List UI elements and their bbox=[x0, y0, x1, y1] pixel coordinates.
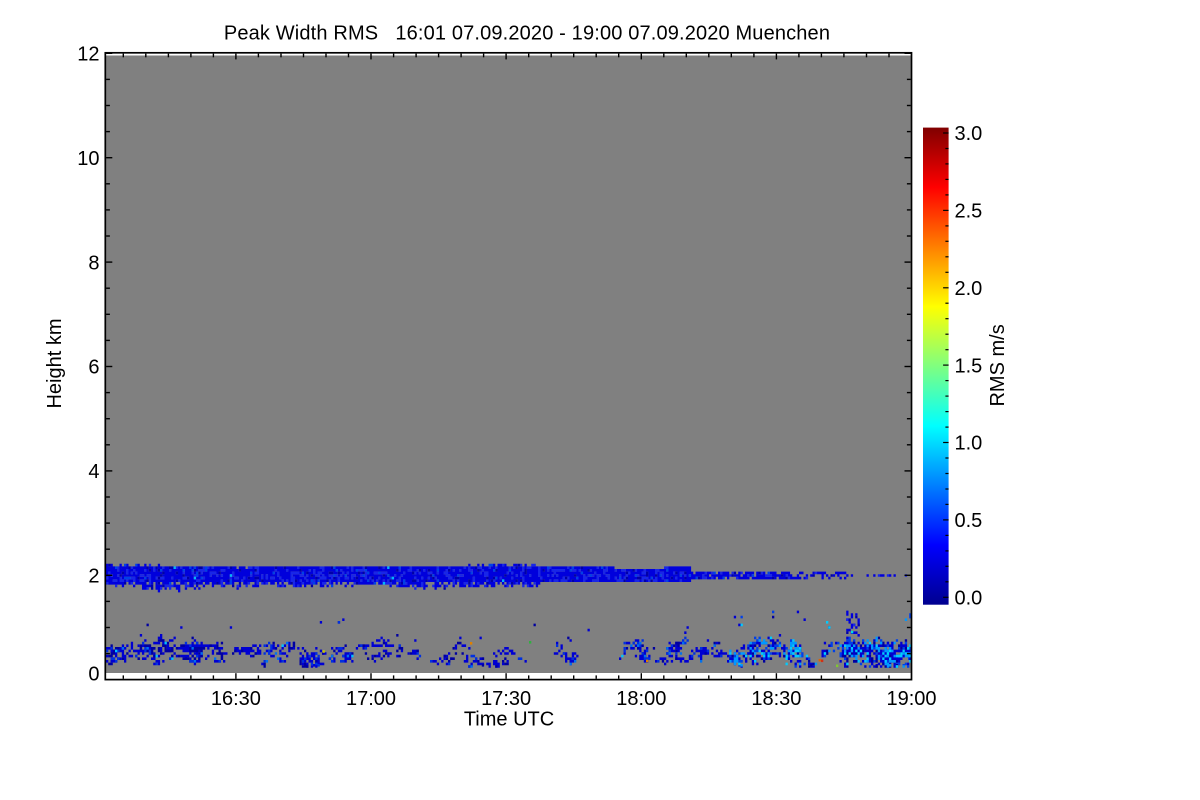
svg-text:RMS m/s: RMS m/s bbox=[987, 324, 1009, 406]
svg-text:3.0: 3.0 bbox=[955, 123, 983, 145]
svg-text:Height km: Height km bbox=[44, 318, 66, 408]
svg-text:19:00: 19:00 bbox=[886, 688, 936, 710]
svg-text:18:30: 18:30 bbox=[751, 688, 801, 710]
svg-text:1.0: 1.0 bbox=[955, 433, 983, 455]
svg-text:6: 6 bbox=[88, 357, 99, 379]
svg-text:18:00: 18:00 bbox=[616, 688, 666, 710]
svg-text:1.5: 1.5 bbox=[955, 355, 983, 377]
svg-text:8: 8 bbox=[88, 252, 99, 274]
svg-text:12: 12 bbox=[77, 44, 99, 66]
svg-text:2: 2 bbox=[88, 566, 99, 588]
svg-text:17:00: 17:00 bbox=[346, 688, 396, 710]
svg-text:Peak Width RMS 16:01 07.09.2: Peak Width RMS 16:01 07.09.2020 - 19:00 … bbox=[224, 23, 830, 45]
svg-text:0: 0 bbox=[88, 664, 99, 686]
svg-text:2.5: 2.5 bbox=[955, 201, 983, 223]
svg-text:16:30: 16:30 bbox=[211, 688, 261, 710]
svg-text:17:30: 17:30 bbox=[481, 688, 531, 710]
svg-text:10: 10 bbox=[77, 148, 99, 170]
svg-text:0.5: 0.5 bbox=[955, 510, 983, 532]
svg-text:2.0: 2.0 bbox=[955, 278, 983, 300]
svg-text:4: 4 bbox=[88, 461, 99, 483]
svg-text:0.0: 0.0 bbox=[955, 588, 983, 610]
svg-text:Time UTC: Time UTC bbox=[464, 709, 554, 731]
